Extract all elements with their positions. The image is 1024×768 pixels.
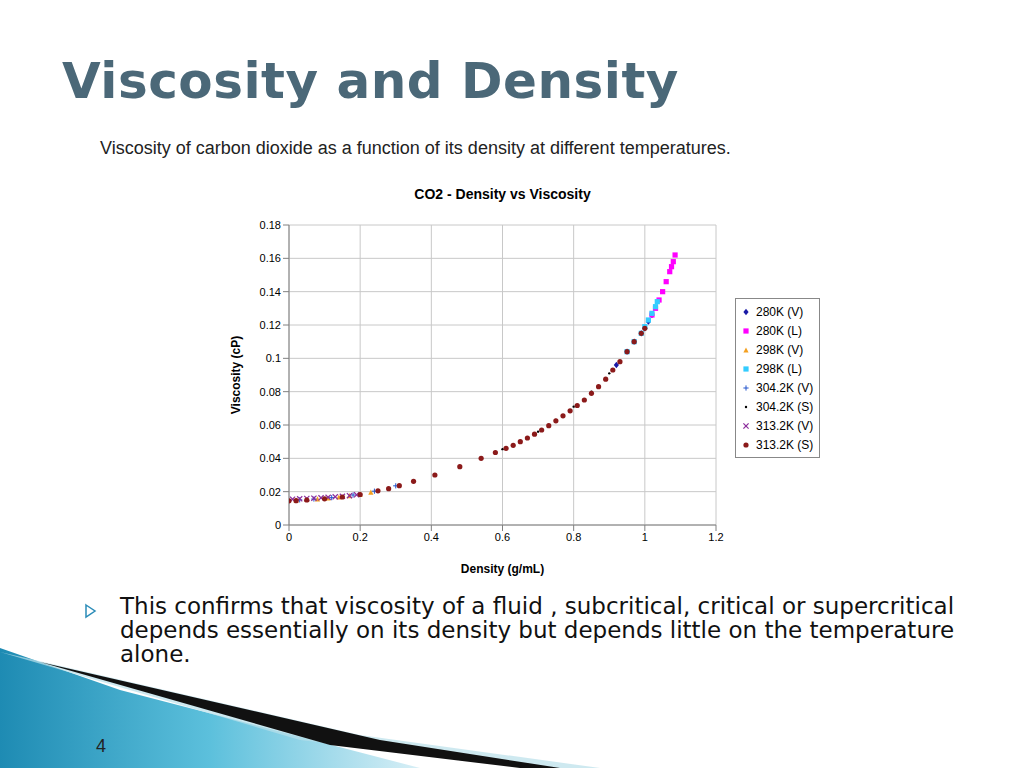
svg-text:0.06: 0.06 bbox=[260, 419, 281, 431]
html-text:depends essentially on its den: depends essentially on its density but d… bbox=[120, 617, 955, 643]
html-text:280K (L): 280K (L) bbox=[756, 323, 802, 338]
svg-text:0.12: 0.12 bbox=[260, 319, 281, 331]
html-text:313.2K (V): 313.2K (V) bbox=[756, 418, 814, 433]
html-text:CO2 - Density vs Viscosity: CO2 - Density vs Viscosity bbox=[414, 186, 591, 202]
html-text:280K (V): 280K (V) bbox=[756, 304, 804, 319]
svg-text:0: 0 bbox=[275, 519, 281, 531]
svg-text:Density (g/mL): Density (g/mL) bbox=[461, 562, 544, 576]
svg-text:1.2: 1.2 bbox=[708, 531, 723, 543]
svg-text:0.1: 0.1 bbox=[266, 352, 281, 364]
html-text:304.2K (V): 304.2K (V) bbox=[756, 380, 814, 395]
html-text:313.2K (S): 313.2K (S) bbox=[756, 437, 814, 452]
html-text:Viscosity and Density: Viscosity and Density bbox=[62, 52, 679, 110]
svg-text:0.18: 0.18 bbox=[260, 219, 281, 231]
svg-text:0.4: 0.4 bbox=[424, 531, 439, 543]
svg-text:1: 1 bbox=[642, 531, 648, 543]
svg-text:0.04: 0.04 bbox=[260, 452, 281, 464]
svg-text:0: 0 bbox=[286, 531, 292, 543]
html-text:Viscosity of carbon dioxide as: Viscosity of carbon dioxide as a functio… bbox=[100, 138, 731, 158]
html-text:298K (L): 298K (L) bbox=[756, 361, 802, 376]
svg-text:0.08: 0.08 bbox=[260, 386, 281, 398]
svg-text:0.6: 0.6 bbox=[495, 531, 510, 543]
svg-text:0.14: 0.14 bbox=[260, 286, 281, 298]
html-text:304.2K (S): 304.2K (S) bbox=[756, 399, 814, 414]
svg-text:0.2: 0.2 bbox=[353, 531, 368, 543]
html-text:298K (V): 298K (V) bbox=[756, 342, 804, 357]
svg-text:0.8: 0.8 bbox=[566, 531, 581, 543]
svg-text:0.16: 0.16 bbox=[260, 252, 281, 264]
html-text:This confirms that viscosity o: This confirms that viscosity of a fluid … bbox=[120, 593, 954, 619]
html-text:4: 4 bbox=[96, 736, 106, 756]
svg-text:Viscosity (cP): Viscosity (cP) bbox=[229, 336, 243, 414]
svg-text:0.02: 0.02 bbox=[260, 486, 281, 498]
html-text:alone.: alone. bbox=[120, 641, 191, 667]
